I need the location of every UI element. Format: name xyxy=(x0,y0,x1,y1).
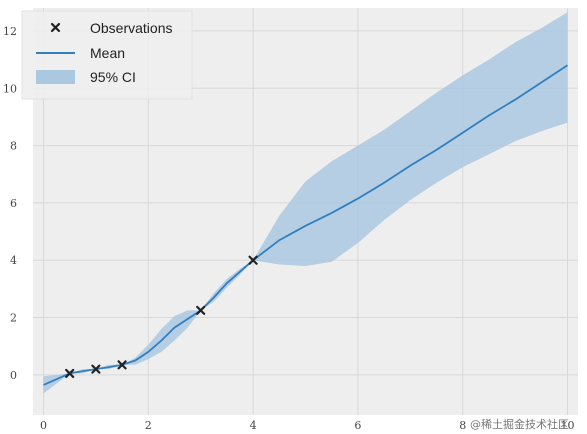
x-tick-label: 8 xyxy=(459,419,466,432)
y-tick-label: 4 xyxy=(10,254,17,267)
legend-label-ci: 95% CI xyxy=(90,69,136,85)
x-marker-icon xyxy=(50,22,61,33)
watermark: @稀土掘金技术社区 xyxy=(470,417,569,431)
legend-item-observations: Observations xyxy=(50,20,172,36)
y-tick-labels: 0 2 4 6 8 10 12 xyxy=(3,25,17,382)
legend: Observations Mean 95% CI xyxy=(21,10,193,100)
legend-label-observations: Observations xyxy=(90,20,172,36)
y-tick-label: 0 xyxy=(10,369,17,382)
patch-icon xyxy=(36,70,75,84)
legend-box xyxy=(21,10,193,100)
x-tick-label: 0 xyxy=(40,419,47,432)
x-tick-label: 10 xyxy=(561,419,575,432)
y-tick-label: 10 xyxy=(3,82,17,95)
legend-item-ci: 95% CI xyxy=(36,69,136,85)
legend-item-mean: Mean xyxy=(36,45,125,61)
observation-marker xyxy=(91,364,101,374)
observation-marker xyxy=(65,368,75,379)
x-tick-labels: 0 2 4 6 8 10 xyxy=(40,419,575,432)
x-tick-label: 2 xyxy=(145,419,152,432)
legend-label-mean: Mean xyxy=(90,45,125,61)
mean-line xyxy=(43,64,568,386)
observation-markers xyxy=(65,255,258,379)
x-tick-label: 6 xyxy=(354,419,361,432)
ci-band xyxy=(43,12,568,394)
y-tick-label: 8 xyxy=(10,140,17,153)
y-tick-label: 6 xyxy=(10,197,17,210)
observation-marker xyxy=(196,305,206,315)
observation-marker xyxy=(117,360,127,370)
x-tick-label: 4 xyxy=(250,419,257,432)
y-tick-label: 2 xyxy=(10,312,17,325)
y-tick-label: 12 xyxy=(3,25,17,38)
observation-marker xyxy=(248,255,258,265)
